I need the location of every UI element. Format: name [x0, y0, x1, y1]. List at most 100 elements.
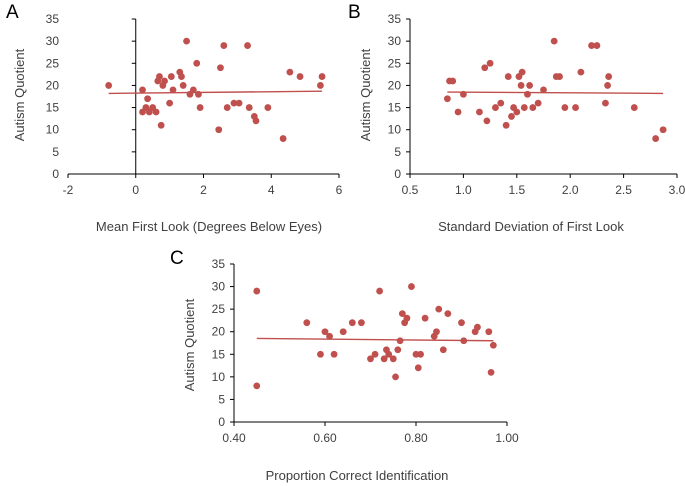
data-point: [497, 99, 505, 107]
data-point: [508, 113, 515, 120]
data-point: [414, 364, 422, 372]
data-point: [253, 382, 261, 390]
y-tick-label: 30: [388, 34, 402, 48]
data-point: [376, 287, 383, 295]
data-point: [556, 73, 563, 80]
data-point: [630, 104, 638, 111]
data-point: [458, 319, 465, 327]
y-tick-label: 5: [52, 145, 59, 159]
data-point: [483, 117, 491, 125]
data-point: [489, 341, 497, 349]
y-tick-label: 35: [388, 12, 402, 26]
data-point: [326, 332, 333, 340]
data-point: [380, 355, 388, 363]
data-point: [139, 86, 146, 94]
y-tick-label: 35: [46, 12, 60, 26]
data-point: [157, 121, 165, 129]
x-tick-label: 0.40: [222, 431, 246, 445]
x-tick-label: 2: [200, 183, 207, 197]
data-point: [550, 37, 558, 45]
data-point: [460, 90, 467, 98]
y-tick-label: 25: [212, 302, 226, 316]
data-point: [439, 346, 447, 354]
data-point: [520, 104, 528, 111]
y-tick-label: 0: [52, 167, 59, 181]
data-point: [245, 104, 253, 111]
panel-c: C Autism Quotient Proportion Correct Ide…: [170, 248, 519, 483]
trend-line: [447, 91, 664, 95]
data-point: [316, 82, 324, 89]
data-point: [389, 355, 397, 363]
data-point: [652, 135, 660, 142]
data-point: [460, 337, 468, 345]
data-point: [454, 108, 462, 116]
x-axis-label: Proportion Correct Identification: [266, 468, 449, 483]
data-point: [540, 86, 547, 94]
panel-a: A Autism Quotient Mean First Look (Degre…: [6, 2, 343, 234]
data-point: [367, 355, 374, 363]
y-axis-label: Autism Quotient: [12, 48, 27, 141]
data-point: [524, 90, 531, 98]
x-tick-label: 1.00: [495, 431, 519, 445]
data-point: [166, 99, 174, 107]
data-point: [167, 73, 175, 80]
data-point: [286, 68, 294, 76]
y-tick-label: 10: [388, 123, 402, 137]
data-point: [504, 73, 512, 80]
y-tick-label: 20: [212, 325, 226, 339]
data-point: [169, 86, 177, 94]
panel-b: B Autism Quotient Standard Deviation of …: [348, 2, 685, 234]
data-point: [486, 59, 494, 67]
y-tick-label: 25: [46, 56, 60, 70]
data-point: [196, 104, 204, 111]
y-tick-label: 5: [394, 145, 401, 159]
data-point: [317, 350, 324, 358]
data-point: [659, 126, 667, 134]
data-point: [303, 319, 311, 327]
data-point: [321, 328, 329, 336]
panel-letter: C: [170, 248, 184, 269]
data-point: [296, 73, 304, 80]
data-point: [339, 328, 347, 336]
data-point: [444, 310, 452, 318]
data-point: [279, 135, 287, 142]
x-tick-label: 0: [132, 183, 139, 197]
trend-line: [108, 90, 323, 95]
y-tick-label: 0: [218, 415, 225, 429]
x-tick-label: 0.60: [313, 431, 337, 445]
y-tick-label: 0: [394, 167, 401, 181]
data-point: [392, 373, 399, 381]
data-point: [253, 287, 261, 295]
y-tick-label: 10: [46, 123, 60, 137]
x-tick-label: 0.5: [402, 183, 419, 197]
data-point: [318, 73, 326, 80]
x-tick-label: 1.0: [455, 183, 472, 197]
data-point: [161, 77, 168, 85]
data-point: [252, 117, 260, 125]
data-point: [604, 82, 611, 89]
y-axis-label: Autism Quotient: [358, 48, 373, 141]
y-tick-label: 10: [212, 370, 226, 384]
data-point: [435, 305, 443, 313]
y-tick-label: 5: [218, 392, 225, 406]
data-point: [602, 99, 609, 107]
y-tick-label: 25: [388, 56, 402, 70]
y-tick-label: 15: [46, 101, 60, 115]
data-point: [189, 86, 197, 94]
data-point: [348, 319, 356, 327]
data-point: [577, 68, 585, 76]
data-point: [179, 82, 187, 89]
data-point: [396, 337, 404, 345]
data-point: [593, 42, 601, 49]
y-tick-label: 20: [46, 78, 60, 92]
data-point: [215, 126, 223, 134]
x-tick-label: 1.5: [508, 183, 525, 197]
data-point: [371, 350, 379, 358]
data-point: [195, 90, 202, 98]
data-point: [385, 350, 393, 358]
data-point: [223, 104, 231, 111]
data-point: [588, 42, 595, 49]
data-point: [264, 104, 272, 111]
data-point: [217, 64, 224, 72]
panel-letter: B: [348, 2, 361, 23]
